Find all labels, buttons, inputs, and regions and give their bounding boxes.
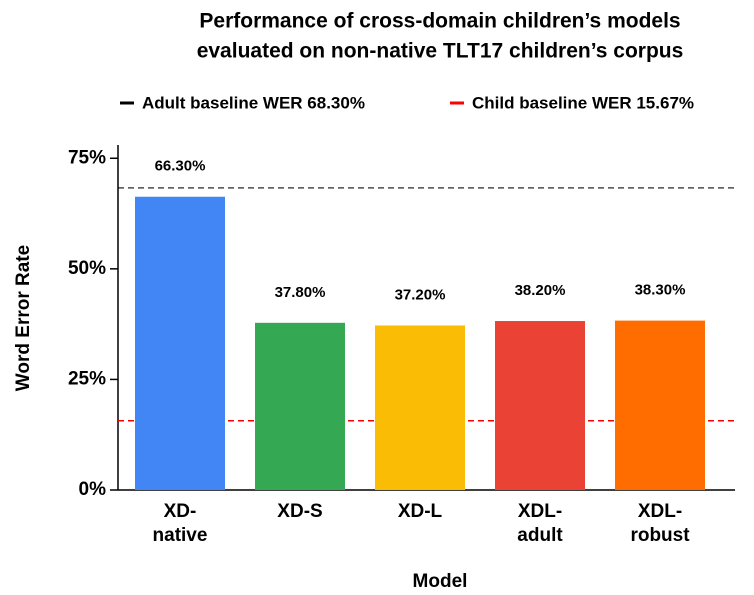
x-axis-label: Model	[413, 571, 468, 592]
bar	[495, 321, 585, 490]
bar	[375, 325, 465, 490]
y-tick-label: 25%	[68, 368, 106, 389]
y-tick-label: 0%	[79, 479, 107, 500]
legend-label: Adult baseline WER 68.30%	[142, 93, 365, 112]
value-label: 38.20%	[515, 282, 566, 299]
bar	[135, 196, 225, 490]
x-tick-label: XDL-adult	[517, 501, 563, 546]
legend-label: Child baseline WER 15.67%	[472, 93, 694, 112]
y-tick-label: 50%	[68, 258, 106, 279]
value-label: 37.80%	[275, 284, 326, 301]
chart-title: Performance of cross-domain children’s m…	[199, 10, 680, 33]
y-tick-label: 75%	[68, 147, 106, 168]
value-label: 66.30%	[155, 158, 206, 175]
bar	[615, 320, 705, 490]
x-tick-label: XD-native	[153, 501, 208, 546]
bar	[255, 322, 345, 490]
value-label: 37.20%	[395, 286, 446, 303]
x-tick-label: XD-L	[398, 501, 443, 522]
x-tick-label: XD-S	[277, 501, 322, 522]
y-axis-label: Word Error Rate	[13, 245, 34, 391]
x-tick-label: XDL-robust	[630, 501, 690, 546]
chart-subtitle: evaluated on non-native TLT17 children’s…	[197, 40, 684, 63]
value-label: 38.30%	[635, 282, 686, 299]
